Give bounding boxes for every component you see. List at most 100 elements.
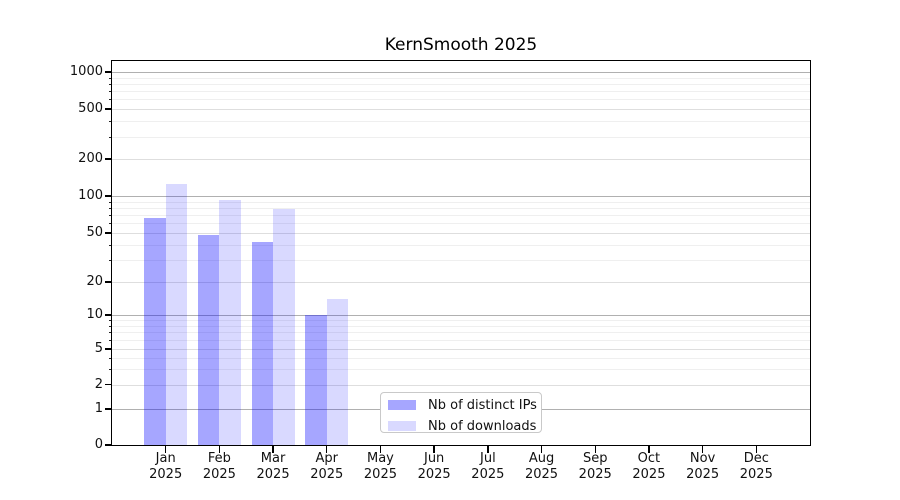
y-minortick — [108, 332, 112, 334]
x-tick-label-oct: Oct 2025 — [632, 451, 666, 482]
x-tick-label-jul: Jul 2025 — [471, 451, 505, 482]
gridline-200 — [112, 159, 810, 160]
gridline-minor — [112, 83, 810, 85]
gridline-500 — [112, 109, 810, 110]
x-tick-label-jan: Jan 2025 — [149, 451, 183, 482]
y-minortick — [108, 121, 112, 123]
y-tick-label-1: 1 — [94, 401, 103, 416]
y-minortick — [108, 368, 112, 370]
y-minortick — [108, 325, 112, 327]
x-tick-dec — [755, 446, 757, 453]
legend-swatch-distinct-ips — [388, 400, 416, 410]
gridline-minor — [112, 340, 810, 342]
y-tick-0 — [105, 444, 112, 446]
y-minortick — [108, 207, 112, 209]
y-minortick — [108, 201, 112, 203]
legend-item-distinct-ips: Nb of distinct IPs — [381, 396, 541, 414]
x-tick-feb — [218, 446, 221, 453]
gridline-minor — [112, 368, 810, 370]
y-tick-20 — [105, 281, 112, 283]
x-tick-nov — [701, 446, 704, 453]
gridline-minor — [112, 77, 810, 79]
gridline-minor — [112, 99, 810, 101]
x-tick-label-apr: Apr 2025 — [310, 451, 344, 482]
gridline-minor — [112, 244, 810, 246]
legend-label-downloads: Nb of downloads — [428, 418, 537, 434]
bar-nb-of-downloads-jan — [165, 184, 188, 445]
x-tick-jul — [487, 446, 489, 453]
legend-label-distinct-ips: Nb of distinct IPs — [428, 397, 537, 413]
y-minortick — [108, 83, 112, 85]
x-tick-mar — [272, 446, 274, 453]
plot-area — [112, 61, 810, 445]
gridline-minor — [112, 121, 810, 123]
x-tick-label-aug: Aug 2025 — [524, 451, 559, 482]
y-minortick — [108, 215, 112, 217]
legend-item-downloads: Nb of downloads — [381, 417, 541, 435]
gridline-minor — [112, 207, 810, 209]
y-tick-1 — [105, 408, 112, 410]
y-minortick — [108, 77, 112, 79]
y-tick-1000 — [105, 71, 112, 73]
gridline-minor — [112, 325, 810, 327]
x-tick-jun — [433, 446, 435, 453]
gridline-5 — [112, 349, 810, 350]
bar-nb-of-distinct-ips-mar — [251, 242, 274, 445]
gridline-minor — [112, 332, 810, 334]
y-tick-label-2: 2 — [94, 376, 103, 392]
y-tick-200 — [105, 158, 112, 160]
gridline-50 — [112, 233, 810, 234]
y-tick-label-500: 500 — [78, 101, 103, 116]
y-minortick — [108, 340, 112, 342]
y-minortick — [108, 223, 112, 225]
chart-title: KernSmooth 2025 — [384, 35, 538, 55]
x-tick-sep — [594, 446, 596, 453]
y-tick-label-0: 0 — [94, 437, 103, 452]
gridline-minor — [112, 91, 810, 93]
gridline-minor — [112, 136, 810, 138]
y-tick-2 — [105, 383, 112, 386]
bar-nb-of-downloads-mar — [273, 208, 295, 445]
gridline-100 — [112, 196, 810, 197]
gridline-10 — [112, 315, 810, 316]
x-tick-jan — [164, 446, 167, 453]
bar-nb-of-distinct-ips-jan — [144, 218, 166, 445]
x-tick-oct — [648, 446, 650, 453]
legend: Nb of distinct IPs Nb of downloads — [380, 392, 542, 435]
y-tick-label-20: 20 — [86, 274, 103, 289]
x-tick-label-dec: Dec 2025 — [739, 451, 773, 482]
legend-swatch-downloads — [388, 421, 416, 431]
x-tick-apr — [326, 446, 328, 453]
x-tick-label-sep: Sep 2025 — [578, 451, 612, 482]
gridline-minor — [112, 320, 810, 322]
bar-nb-of-distinct-ips-apr — [305, 315, 327, 445]
gridline-20 — [112, 282, 810, 283]
gridline-minor — [112, 260, 810, 262]
gridline-minor — [112, 357, 810, 359]
y-minortick — [108, 99, 112, 101]
x-tick-label-feb: Feb 2025 — [202, 451, 236, 482]
y-tick-100 — [105, 195, 112, 197]
y-tick-500 — [105, 108, 112, 110]
y-tick-5 — [105, 348, 112, 350]
gridline-minor — [112, 223, 810, 225]
y-minortick — [108, 320, 112, 322]
gridline-1000 — [112, 72, 810, 73]
x-tick-label-jun: Jun 2025 — [417, 451, 451, 482]
y-minortick — [108, 357, 112, 359]
bar-nb-of-downloads-apr — [326, 298, 349, 445]
y-minortick — [108, 91, 112, 93]
y-minortick — [108, 136, 112, 138]
y-tick-label-5: 5 — [94, 341, 103, 356]
x-tick-label-may: May 2025 — [363, 451, 397, 482]
y-tick-label-100: 100 — [78, 188, 103, 203]
y-tick-label-50: 50 — [86, 225, 103, 240]
y-tick-label-1000: 1000 — [69, 64, 103, 79]
y-tick-label-200: 200 — [78, 151, 103, 166]
y-tick-50 — [105, 232, 112, 234]
bar-nb-of-distinct-ips-feb — [197, 235, 220, 445]
y-minortick — [108, 260, 112, 262]
gridline-minor — [112, 201, 810, 203]
y-tick-label-10: 10 — [86, 307, 103, 322]
y-minortick — [108, 244, 112, 246]
